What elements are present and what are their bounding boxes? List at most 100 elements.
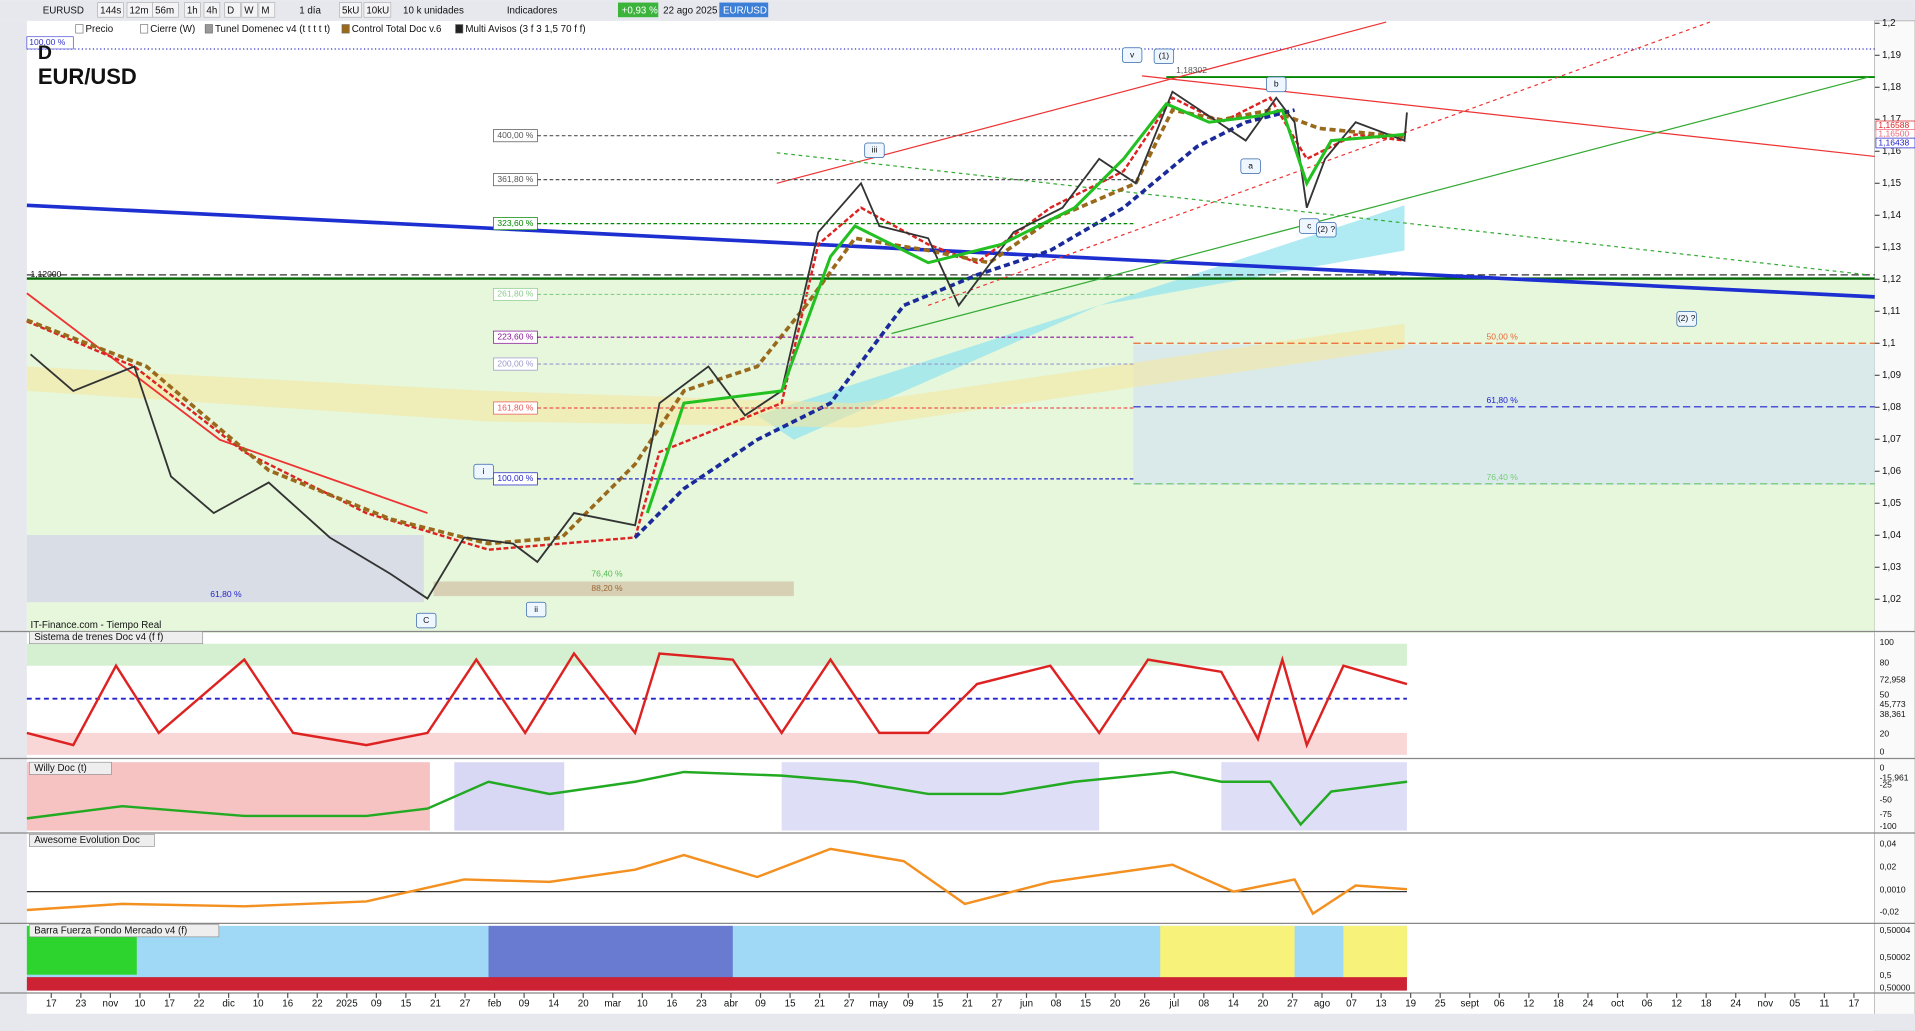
wave-label-box [416,612,437,629]
date-tick-label: 27 [844,999,855,1010]
zone [26,535,424,603]
price-tick-label: 1,09 [1882,370,1901,381]
panel-axis-label: 20 [1880,728,1890,738]
date-tick-label: 06 [1494,999,1505,1010]
interval-button[interactable] [152,2,179,18]
date-tick-label: 10 [637,999,648,1010]
unit-button[interactable] [339,2,362,18]
date-tick-label: 26 [1139,999,1150,1010]
legend-item[interactable]: Cierre (W) [150,24,195,35]
date-tick-label: 09 [903,999,914,1010]
panel-axis-label: 0,02 [1880,861,1897,871]
legend-item[interactable]: Tunel Domenec v4 (t t t t t) [215,24,330,35]
wave-label-box [1266,76,1287,93]
price-tick-label: 1,05 [1882,498,1902,509]
interval-button[interactable] [184,2,201,18]
legend-item[interactable]: Multi Avisos (3 f 3 1,5 70 f f) [465,24,585,35]
source: IT-Finance.com - Tiempo Real [31,620,162,631]
indicators-button[interactable]: Indicadores [507,6,558,17]
price-tag-label: 1,16438 [1878,137,1909,147]
interval-button-label[interactable]: M [261,6,269,17]
panel-axis-label: 72,958 [1880,675,1906,685]
date-tick-label: 21 [430,999,441,1010]
wave-label-box [1316,222,1337,238]
date-tick-label: nov [1757,999,1773,1010]
price-tick-label: 1,03 [1882,562,1901,573]
chart-title: EUR/USD [38,64,137,89]
panel-title: Awesome Evolution Doc [34,835,140,846]
wave-label-box [473,463,494,480]
wave-label: c [1307,220,1312,230]
panel-title-box [29,631,204,645]
panel-axis-label: 45,773 [1880,699,1906,709]
price-tick-label: 1,18 [1882,82,1901,93]
panel-axis-label: -75 [1880,809,1893,819]
date-tick-label: dic [222,999,235,1010]
date-tick-label: 18 [1701,999,1712,1010]
date-tick-label: 19 [1405,999,1416,1010]
price-line [29,90,1408,600]
ma-line [633,108,1296,539]
price-tag-label: 1,16588 [1878,120,1909,130]
date-tick-label: 06 [1642,999,1653,1010]
date-tick-label: 15 [785,999,796,1010]
price-tick-label: 1,12 [1882,274,1901,285]
price-tag-label: 1,16500 [1878,129,1909,139]
wave-label-box [1676,311,1697,327]
interval-button[interactable] [241,2,258,18]
fib-label: 76,40 % [1487,472,1519,482]
interval-button-label[interactable]: D [227,6,234,17]
date-tick-label: 22 [312,999,323,1010]
symbol-select[interactable]: EURUSD [43,6,84,17]
unit-select[interactable]: 10 k unidades [403,6,464,17]
fib-label: 100,00 % [497,473,533,483]
price-tick-label: 1,1 [1882,338,1896,349]
pair-badge [719,2,769,18]
interval-button-label[interactable]: 56m [155,6,174,17]
interval-button-label[interactable]: 1h [187,6,198,17]
date-tick-label: oct [1611,999,1624,1010]
panel-axis-label: 80 [1880,658,1890,668]
date-tick-label: 07 [1346,999,1357,1010]
fib-label: 200,00 % [497,358,533,368]
interval-button-label[interactable]: 12m [129,6,148,17]
fib-label: 50,00 % [1487,331,1519,341]
date-tick-label: 14 [548,999,559,1010]
wave-label: a [1248,160,1253,170]
interval-button[interactable] [203,2,221,18]
legend-item[interactable]: Control Total Doc v.6 [352,24,442,35]
interval-button[interactable] [258,2,276,18]
date-tick-label: 22 [194,999,205,1010]
unit-button-label[interactable]: 5kU [342,6,359,17]
interval-button-label[interactable]: 4h [206,6,217,17]
date-tick-label: mar [604,999,622,1010]
unit-button[interactable] [363,2,392,18]
cloud [26,323,1405,428]
range-select[interactable]: 1 día [299,6,321,17]
date-tick-label: 16 [282,999,293,1010]
wave-label: (1) [1159,51,1170,61]
legend-item[interactable]: Precio [85,24,113,35]
panel-title-box [29,924,220,938]
interval-button-label[interactable]: 144s [100,6,121,17]
price-tick-label: 1,02 [1882,594,1901,605]
panel-axis-label: -50 [1880,794,1893,804]
date-tick-label: 20 [1257,999,1268,1010]
panel-title: Willy Doc (t) [34,763,87,774]
unit-button-label[interactable]: 10kU [366,6,389,17]
price-tick-label: 1,11 [1882,306,1900,317]
date-tick-label: 13 [1376,999,1387,1010]
wave-label: i [483,466,485,476]
date-tick-label: 17 [1848,999,1859,1010]
date-tick-label: 09 [519,999,530,1010]
price-axis-area [1874,20,1915,1031]
left-toolbar [0,20,27,1031]
fib-label: 161,80 % [497,402,533,412]
interval-button-label[interactable]: W [244,6,254,17]
panel-axis-label: 0,50004 [1880,925,1911,935]
panel-axis-label: -100 [1880,821,1897,831]
interval-button[interactable] [224,2,241,18]
interval-button[interactable] [97,2,124,18]
date-tick-label: 16 [666,999,677,1010]
date-tick-label: 05 [1789,999,1800,1010]
